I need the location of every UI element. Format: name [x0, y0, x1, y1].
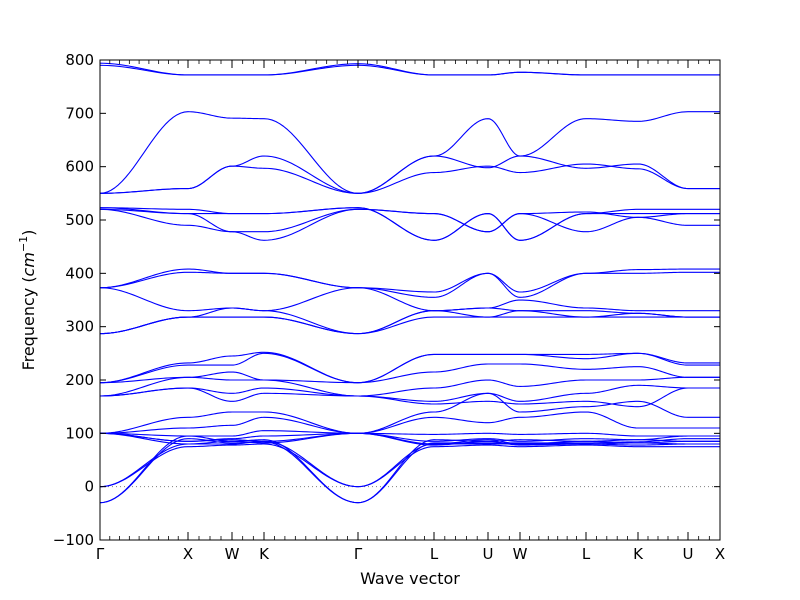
x-tick-label: Γ: [96, 545, 105, 563]
x-tick-label: K: [259, 545, 270, 563]
phonon-branch-line: [100, 64, 720, 76]
y-axis-label: Frequency (cm−1): [17, 230, 38, 371]
y-tick-label: 300: [65, 318, 94, 336]
y-axis-unit: cm: [19, 252, 38, 276]
phonon-branch-line: [100, 207, 720, 241]
phonon-branch-line: [100, 430, 720, 437]
x-tick-label: L: [430, 545, 439, 563]
y-tick-label: 400: [65, 264, 94, 282]
y-tick-label: 600: [65, 158, 94, 176]
y-axis-label-close: ): [19, 230, 38, 236]
y-tick-label: 0: [84, 478, 94, 496]
phonon-branch-line: [100, 352, 720, 384]
y-tick-label: −100: [53, 531, 94, 549]
phonon-branches: [100, 62, 720, 504]
y-tick-label: 200: [65, 371, 94, 389]
x-tick-label: K: [633, 545, 644, 563]
x-axis-label: Wave vector: [360, 569, 460, 588]
phonon-branch-line: [100, 435, 720, 504]
phonon-branch-line: [100, 208, 720, 241]
y-tick-label: 500: [65, 211, 94, 229]
phonon-branch-line: [100, 438, 720, 504]
x-tick-label: W: [513, 545, 528, 563]
y-axis-unit-exponent: −1: [17, 236, 30, 252]
phonon-branch-line: [100, 384, 720, 402]
x-tick-label: U: [483, 545, 494, 563]
phonon-branch-line: [100, 443, 720, 488]
phonon-branch-line: [100, 363, 720, 384]
phonon-branch-line: [100, 316, 720, 335]
x-tick-label: Γ: [354, 545, 363, 563]
y-axis-label-text: Frequency: [19, 288, 38, 371]
phonon-branch-line: [100, 111, 720, 194]
plot-frame: [99, 59, 721, 541]
x-tick-label: X: [183, 545, 193, 563]
y-tick-label: 700: [65, 104, 94, 122]
y-tick-label: 100: [65, 424, 94, 442]
phonon-branch-line: [100, 155, 720, 194]
x-tick-label: W: [225, 545, 240, 563]
y-tick-label: 800: [65, 51, 94, 69]
phonon-branch-line: [100, 392, 720, 434]
phonon-branch-line: [100, 411, 720, 434]
x-tick-label: X: [715, 545, 725, 563]
x-tick-label: U: [683, 545, 694, 563]
phonon-branch-line: [100, 376, 720, 397]
phonon-branch-line: [100, 271, 720, 298]
phonon-branch-line: [100, 440, 720, 488]
y-axis-ticks: −100 0 100 200 300 400 500 600 700 800: [53, 51, 720, 549]
x-tick-label: L: [582, 545, 591, 563]
